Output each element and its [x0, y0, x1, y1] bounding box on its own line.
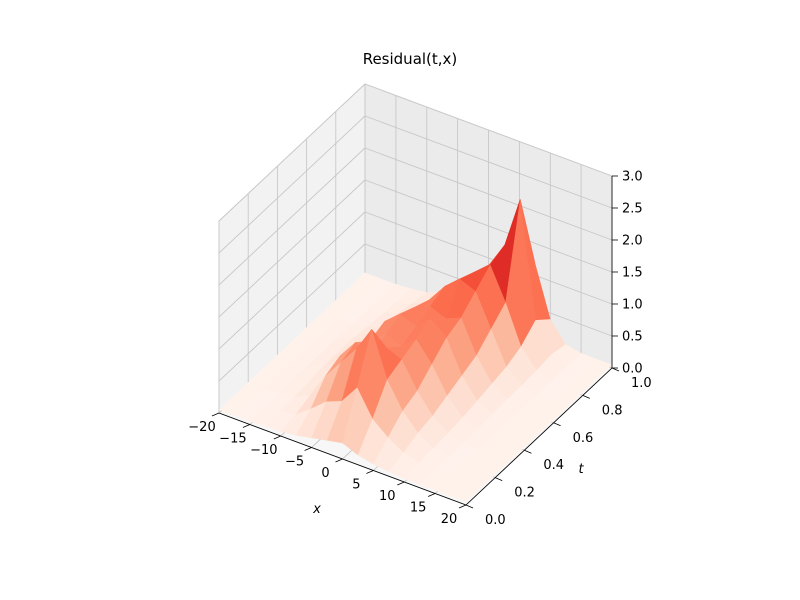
- x-tick-label: 15: [410, 501, 427, 516]
- z-tick-label: 0.5: [622, 330, 643, 345]
- chart-title: Residual(t,x): [363, 50, 458, 68]
- x-tick-mark: [335, 458, 343, 463]
- grid-line-z-back: [364, 179, 613, 273]
- t-tick-mark: [611, 367, 620, 372]
- z-tick-label: 2.5: [622, 202, 643, 217]
- x-tick-mark: [211, 412, 220, 417]
- x-tick-mark: [304, 447, 312, 451]
- surface-plot: [218, 198, 613, 503]
- t-tick-label: 1.0: [631, 376, 652, 391]
- t-tick-mark: [582, 395, 590, 399]
- grid-line-z-left: [218, 179, 366, 318]
- x-tick-label: 20: [441, 512, 458, 527]
- z-tick-label: 1.5: [622, 266, 643, 281]
- x-tick-mark: [366, 470, 374, 474]
- z-tick-label: 0.0: [622, 362, 643, 377]
- grid-line-z-back: [364, 115, 613, 209]
- t-tick-mark: [553, 422, 561, 427]
- t-axis-line: [465, 367, 613, 506]
- grid-line-z-left: [218, 83, 366, 222]
- t-axis-label: t: [578, 462, 584, 477]
- t-tick-mark: [524, 449, 532, 454]
- grid-line-z-left: [218, 147, 366, 286]
- x-tick-mark: [397, 481, 405, 486]
- z-tick-label: 1.0: [622, 298, 643, 313]
- grid-line-z-left: [218, 115, 366, 254]
- grid-line-z-left: [218, 211, 366, 350]
- grid-line-z-back: [364, 83, 613, 177]
- x-tick-mark: [273, 435, 281, 440]
- x-tick-label: −5: [285, 455, 304, 470]
- x-tick-label: 5: [352, 478, 360, 493]
- t-tick-mark: [465, 504, 474, 509]
- z-tick-label: 2.0: [622, 234, 643, 249]
- x-tick-label: −10: [250, 443, 277, 458]
- x-tick-label: −15: [219, 432, 246, 447]
- t-tick-mark: [495, 477, 503, 481]
- grid-line-z-left: [218, 243, 366, 382]
- x-tick-mark: [242, 424, 251, 428]
- x-tick-mark: [427, 493, 436, 497]
- x-axis-label: x: [312, 502, 321, 517]
- x-tick-label: −20: [188, 420, 215, 435]
- t-tick-label: 0.6: [573, 431, 594, 446]
- t-tick-label: 0.0: [485, 513, 506, 528]
- surface-cell: [450, 482, 481, 503]
- t-tick-label: 0.8: [602, 403, 623, 418]
- t-tick-label: 0.4: [543, 458, 564, 473]
- grid-line-z-back: [364, 211, 613, 305]
- grid-line-z-back: [364, 147, 613, 241]
- x-tick-label: 10: [379, 489, 396, 504]
- t-tick-label: 0.2: [514, 486, 535, 501]
- z-tick-label: 3.0: [622, 170, 643, 185]
- x-tick-mark: [458, 504, 467, 509]
- x-tick-label: 0: [321, 466, 329, 481]
